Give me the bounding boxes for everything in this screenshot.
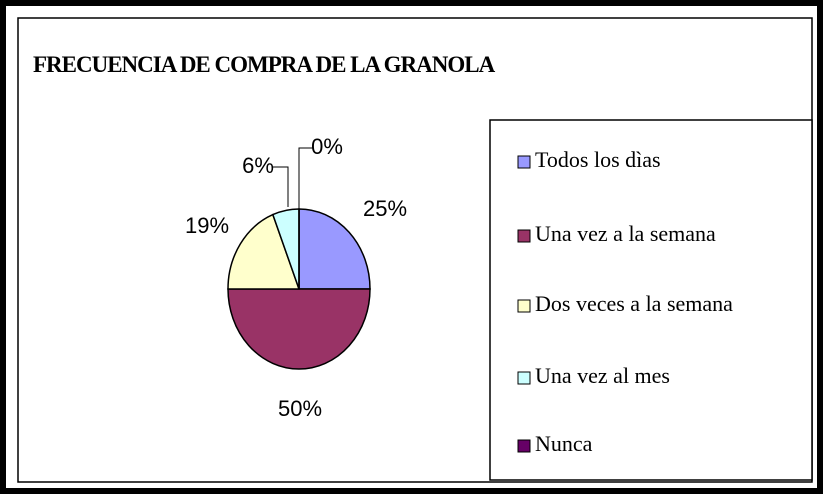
pie-slice <box>227 213 301 290</box>
legend-label: Nunca <box>535 431 593 456</box>
legend-swatch <box>517 439 531 453</box>
legend-swatch <box>517 229 531 243</box>
legend-label: Una vez al mes <box>535 363 670 388</box>
pie-slice <box>298 208 371 290</box>
data-label: 25% <box>363 196 407 221</box>
pie-slice <box>227 288 371 370</box>
chart-title: FRECUENCIA DE COMPRA DE LA GRANOLA <box>33 52 496 77</box>
legend-label: Todos los dìas <box>535 147 661 172</box>
legend-swatch <box>517 371 531 385</box>
leader-line <box>298 147 313 209</box>
legend-swatch <box>517 299 531 313</box>
leader-line <box>272 166 289 207</box>
legend-swatch <box>517 155 531 169</box>
data-label: 50% <box>278 396 322 421</box>
legend-label: Una vez a la semana <box>535 221 716 246</box>
data-label: 19% <box>185 213 229 238</box>
data-label: 0% <box>311 134 343 159</box>
legend-label: Dos veces a la semana <box>535 291 733 316</box>
legend-box <box>489 119 813 481</box>
data-label: 6% <box>242 153 274 178</box>
